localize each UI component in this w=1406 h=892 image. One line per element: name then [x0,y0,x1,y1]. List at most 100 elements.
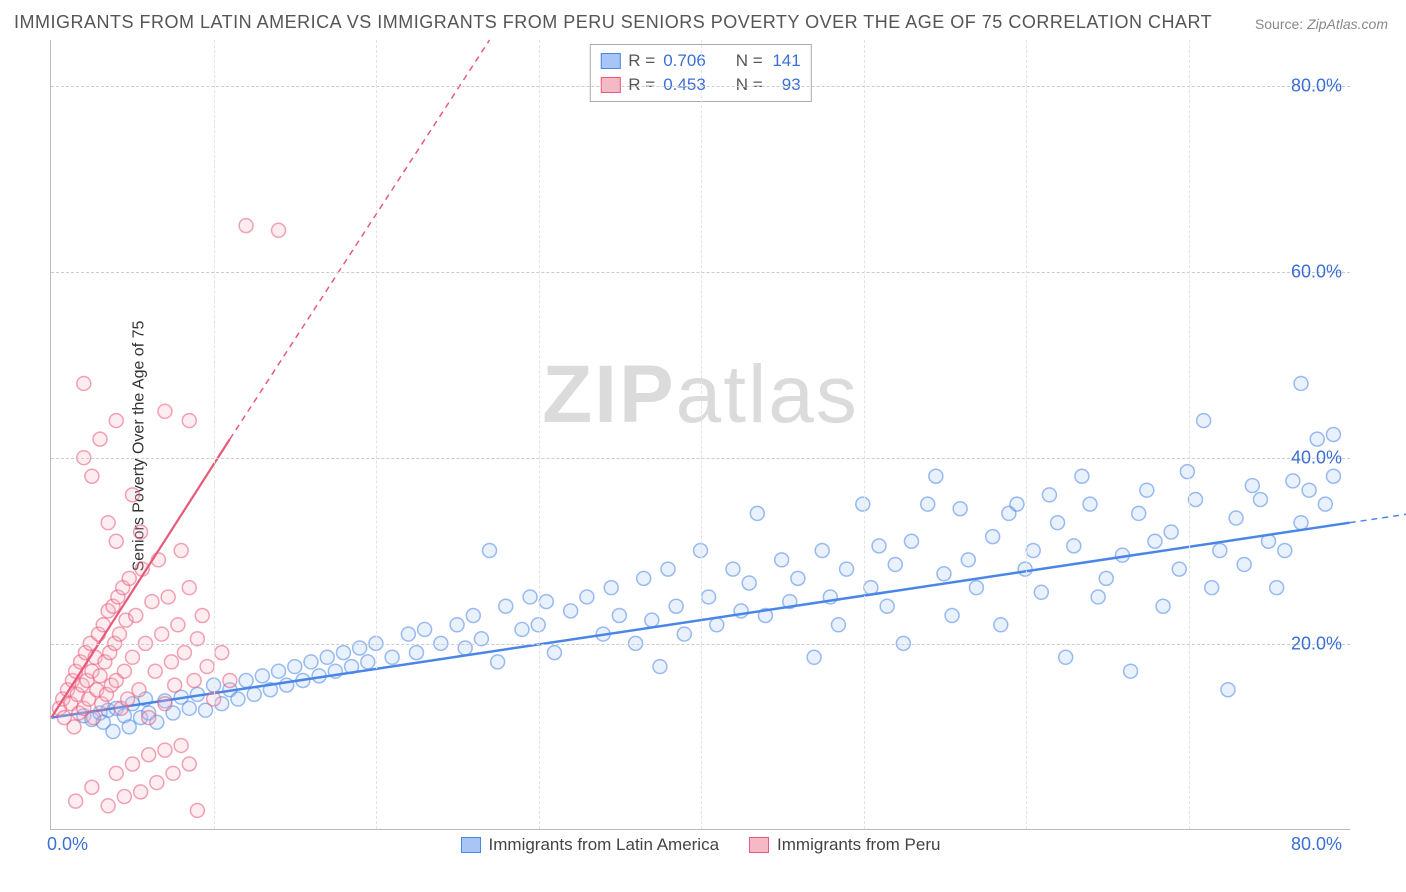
data-point [880,599,894,613]
data-point [101,516,115,530]
data-point [223,673,237,687]
data-point [807,650,821,664]
data-point [77,376,91,390]
data-point [645,613,659,627]
data-point [121,692,135,706]
data-point [742,576,756,590]
data-point [710,618,724,632]
data-point [129,609,143,623]
data-point [1310,432,1324,446]
data-point [1099,571,1113,585]
data-point [182,757,196,771]
n-label: N = [736,51,763,71]
data-point [1294,376,1308,390]
data-point [134,525,148,539]
legend-label: Immigrants from Peru [777,835,940,855]
data-point [150,776,164,790]
data-point [101,799,115,813]
source-value: ZipAtlas.com [1307,16,1388,32]
data-point [182,701,196,715]
data-point [1083,497,1097,511]
data-point [93,432,107,446]
data-point [1213,544,1227,558]
data-point [986,530,1000,544]
data-point [195,609,209,623]
y-tick-label: 80.0% [1291,76,1342,97]
data-point [161,590,175,604]
data-point [702,590,716,604]
data-point [1237,557,1251,571]
data-point [132,683,146,697]
data-point [239,219,253,233]
data-point [87,711,101,725]
y-tick-label: 60.0% [1291,262,1342,283]
data-point [677,627,691,641]
data-point [1091,590,1105,604]
data-point [515,622,529,636]
data-point [148,664,162,678]
legend-swatch [600,53,620,69]
data-point [125,650,139,664]
trend-line-ext [1350,499,1406,523]
data-point [1326,428,1340,442]
data-point [1075,469,1089,483]
trend-line-ext [230,40,490,439]
data-point [547,646,561,660]
data-point [872,539,886,553]
y-tick-label: 20.0% [1291,634,1342,655]
data-point [1318,497,1332,511]
data-point [117,664,131,678]
data-point [831,618,845,632]
gridline-v [376,40,377,829]
data-point [499,599,513,613]
data-point [1051,516,1065,530]
data-point [953,502,967,516]
data-point [1164,525,1178,539]
data-point [174,738,188,752]
data-point [69,794,83,808]
x-tick-min: 0.0% [47,834,88,855]
series-legend: Immigrants from Latin AmericaImmigrants … [461,835,941,855]
chart-title: IMMIGRANTS FROM LATIN AMERICA VS IMMIGRA… [14,12,1212,33]
data-point [122,720,136,734]
data-point [1229,511,1243,525]
data-point [255,669,269,683]
chart-container: IMMIGRANTS FROM LATIN AMERICA VS IMMIGRA… [0,0,1406,892]
data-point [272,664,286,678]
data-point [67,720,81,734]
data-point [231,692,245,706]
gridline-v [539,40,540,829]
data-point [182,581,196,595]
data-point [409,646,423,660]
data-point [1221,683,1235,697]
data-point [93,669,107,683]
data-point [791,571,805,585]
legend-swatch [461,837,481,853]
n-label: N = [736,75,763,95]
data-point [187,673,201,687]
r-label: R = [628,51,655,71]
r-label: R = [628,75,655,95]
gridline-v [1189,40,1190,829]
gridline-v [214,40,215,829]
data-point [171,618,185,632]
data-point [921,497,935,511]
data-point [726,562,740,576]
data-point [117,790,131,804]
data-point [134,785,148,799]
data-point [122,571,136,585]
data-point [158,697,172,711]
data-point [182,414,196,428]
legend-item: Immigrants from Peru [749,835,940,855]
data-point [929,469,943,483]
data-point [109,534,123,548]
data-point [158,743,172,757]
data-point [661,562,675,576]
trend-line [51,439,230,717]
data-point [1245,479,1259,493]
data-point [155,627,169,641]
data-point [1067,539,1081,553]
data-point [564,604,578,618]
source-label: Source: [1255,16,1303,32]
data-point [142,748,156,762]
